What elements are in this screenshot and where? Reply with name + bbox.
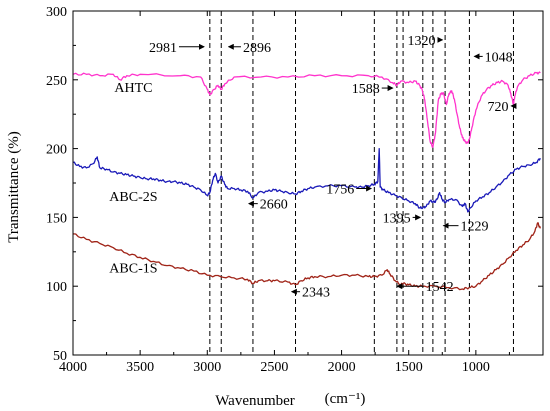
- peak-label-1542: 1542: [426, 280, 454, 295]
- y-tick-label-50: 50: [53, 349, 67, 364]
- peak-label-1756: 1756: [326, 183, 354, 198]
- x-tick-label-2500: 2500: [260, 360, 288, 375]
- x-tick-label-1500: 1500: [395, 360, 423, 375]
- peak-label-2343: 2343: [302, 286, 330, 301]
- peak-label-1229: 1229: [461, 220, 489, 235]
- peak-label-1048: 1048: [485, 50, 513, 65]
- peak-label-2660: 2660: [260, 198, 288, 213]
- series-label-abc-1s: ABC-1S: [109, 261, 157, 276]
- series-ahtc-line: [72, 71, 541, 148]
- peak-label-1395: 1395: [383, 211, 411, 226]
- series-abc-1s-line: [72, 222, 541, 291]
- series-label-ahtc: AHTC: [114, 81, 152, 96]
- y-axis-label: Transmittance (%): [6, 131, 22, 243]
- series-label-abc-2s: ABC-2S: [109, 190, 157, 205]
- y-tick-label-200: 200: [46, 143, 67, 158]
- plot-frame: [72, 10, 544, 356]
- y-tick-label-300: 300: [46, 5, 67, 20]
- peak-label-1588: 1588: [352, 82, 380, 97]
- x-tick-label-1000: 1000: [462, 360, 490, 375]
- series-abc-2s-line: [72, 147, 541, 213]
- x-axis-label: Wavenumber: [215, 393, 295, 409]
- peak-label-2896: 2896: [243, 41, 271, 56]
- y-tick-label-150: 150: [46, 211, 67, 226]
- reference-lines: [209, 11, 514, 355]
- x-tick-label-3000: 3000: [193, 360, 221, 375]
- y-tick-label-100: 100: [46, 280, 67, 295]
- peak-label-1320: 1320: [407, 34, 435, 49]
- peak-label-720: 720: [488, 100, 509, 115]
- x-tick-label-4000: 4000: [59, 360, 87, 375]
- series-layer: [72, 71, 541, 291]
- annotations: 2981 2896 1320 1048 1588 720 1756 2660 1395 1229 2…: [149, 34, 517, 301]
- axes: 4000 3500 3000 2500 2000 1500 1000 50 100 150 200 2…: [46, 5, 544, 375]
- x-axis-unit: (cm⁻¹): [325, 391, 366, 407]
- series-labels: AHTC ABC-2S ABC-1S: [109, 81, 157, 276]
- peak-label-2981: 2981: [149, 41, 177, 56]
- y-tick-label-250: 250: [46, 74, 67, 89]
- x-tick-label-3500: 3500: [126, 360, 154, 375]
- x-tick-label-2000: 2000: [328, 360, 356, 375]
